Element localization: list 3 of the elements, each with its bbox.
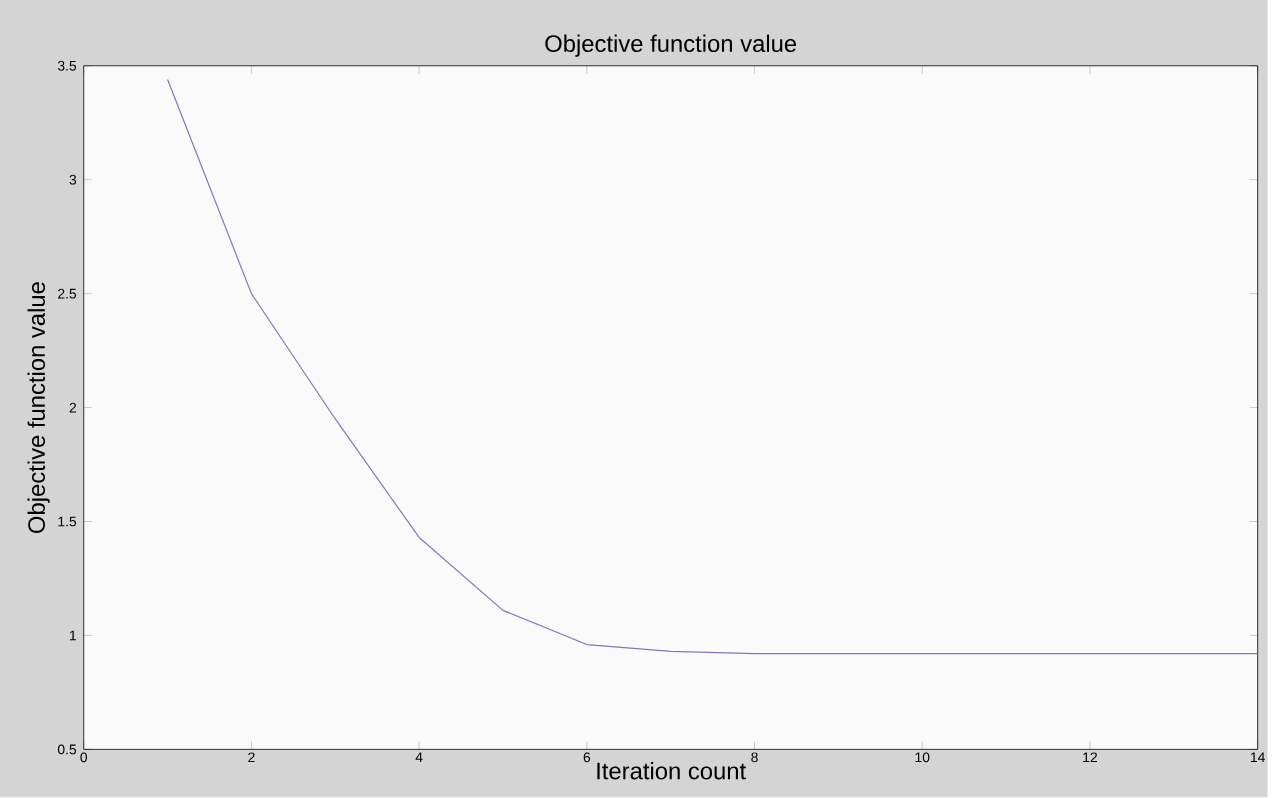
y-axis-title: Objective function value	[27, 282, 50, 534]
x-axis-title: Iteration count	[597, 762, 746, 780]
chart-title: Objective function value	[545, 34, 797, 58]
